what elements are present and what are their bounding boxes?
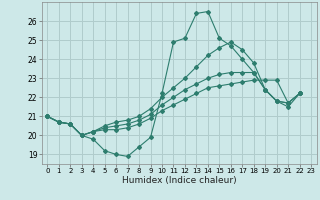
X-axis label: Humidex (Indice chaleur): Humidex (Indice chaleur) (122, 176, 236, 185)
